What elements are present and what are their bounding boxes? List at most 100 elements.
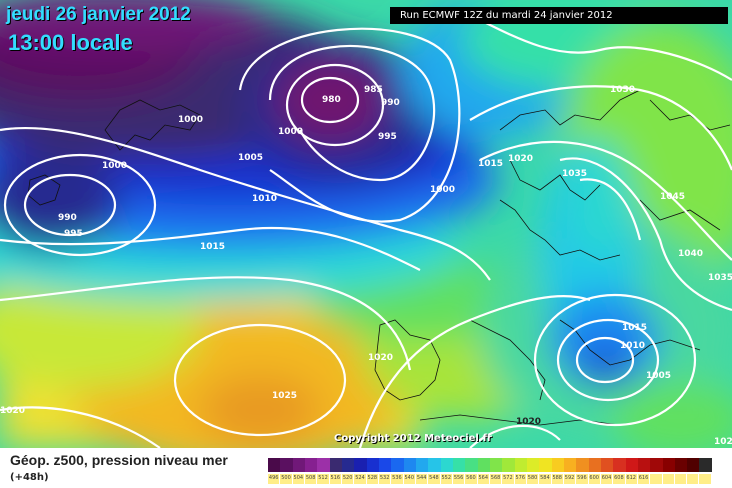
scale-swatch — [465, 458, 478, 472]
scale-label: 536 — [391, 474, 403, 484]
scale-label: 596 — [576, 474, 588, 484]
scale-swatch — [329, 458, 342, 472]
scale-label: 520 — [341, 474, 354, 484]
scale-swatch — [428, 458, 441, 472]
scale-label: 612 — [625, 474, 637, 484]
copyright-notice: Copyright 2012 Meteociel.fr — [334, 433, 492, 444]
pressure-label: 1000 — [430, 185, 455, 195]
color-scale-labels: 496 500 504 508 512 516 520 524 528 532 536 540 544 5… — [268, 474, 712, 484]
pressure-label: 1000 — [178, 115, 203, 125]
scale-swatch — [415, 458, 429, 472]
scale-label: 572 — [502, 474, 514, 484]
scale-label: 580 — [526, 474, 539, 484]
scale-swatch — [452, 458, 466, 472]
scale-label: 500 — [280, 474, 292, 484]
scale-label: 532 — [378, 474, 391, 484]
scale-swatch — [613, 458, 626, 472]
pressure-label: 980 — [322, 95, 341, 105]
scale-swatch — [317, 458, 330, 472]
scale-swatch — [403, 458, 416, 472]
pressure-label: 1005 — [646, 371, 671, 381]
scale-swatch — [514, 458, 527, 472]
coastline-layer — [27, 89, 731, 426]
scale-swatch — [576, 458, 589, 472]
scale-swatch — [563, 458, 577, 472]
scale-label: 508 — [304, 474, 317, 484]
weather-map: 985 990 980 995 1000 1000 1000 1000 1005… — [0, 0, 732, 448]
pressure-label: 1020 — [368, 353, 393, 363]
scale-label — [650, 474, 662, 484]
scale-label: 576 — [514, 474, 526, 484]
scale-swatch — [292, 458, 305, 472]
forecast-time: 13:00 locale — [8, 30, 133, 55]
scale-label: 616 — [637, 474, 650, 484]
scale-label: 600 — [588, 474, 600, 484]
scale-label: 604 — [600, 474, 613, 484]
scale-label: 540 — [403, 474, 415, 484]
pressure-label: 1025 — [272, 391, 297, 401]
scale-label: 548 — [428, 474, 440, 484]
scale-label — [699, 474, 711, 484]
scale-swatch — [662, 458, 675, 472]
pressure-label: 1010 — [620, 341, 645, 351]
scale-label: 504 — [292, 474, 304, 484]
geopotential-field: 985 990 980 995 1000 1000 1000 1000 1005… — [0, 0, 732, 448]
pressure-label: 1015 — [200, 242, 225, 252]
scale-label: 528 — [366, 474, 378, 484]
pressure-label: 1015 — [622, 323, 647, 333]
map-title: Géop. z500, pression niveau mer — [10, 452, 228, 468]
scale-label — [687, 474, 699, 484]
pressure-label: 1030 — [610, 85, 635, 95]
scale-swatch — [489, 458, 503, 472]
forecast-step: (+48h) — [10, 472, 49, 483]
pressure-label: 1020 — [516, 417, 541, 427]
scale-swatch — [341, 458, 355, 472]
pressure-label: 995 — [378, 132, 397, 142]
pressure-labels: 985 990 980 995 1000 1000 1000 1000 1005… — [0, 85, 732, 447]
scale-swatch — [687, 458, 700, 472]
scale-swatch — [378, 458, 392, 472]
scale-swatch — [366, 458, 379, 472]
pressure-label: 1035 — [708, 273, 732, 283]
scale-swatch — [354, 458, 367, 472]
pressure-label: 1005 — [238, 153, 263, 163]
pressure-label: 995 — [64, 229, 83, 239]
scale-label: 544 — [415, 474, 428, 484]
scale-label: 512 — [317, 474, 329, 484]
scale-swatch — [477, 458, 490, 472]
scale-label: 496 — [268, 474, 280, 484]
scale-label: 564 — [477, 474, 489, 484]
scale-swatch — [391, 458, 404, 472]
scale-label: 556 — [452, 474, 465, 484]
pressure-label: 1045 — [660, 192, 685, 202]
pressure-label: 1020 — [508, 154, 533, 164]
scale-swatch — [280, 458, 293, 472]
scale-swatch — [625, 458, 638, 472]
scale-swatch — [440, 458, 453, 472]
pressure-label: 1035 — [562, 169, 587, 179]
pressure-label: 1015 — [478, 159, 503, 169]
isobar-layer — [0, 19, 732, 448]
scale-swatch — [502, 458, 515, 472]
scale-swatch — [551, 458, 564, 472]
pressure-label: 990 — [58, 213, 77, 223]
scale-swatch — [699, 458, 712, 472]
scale-label: 560 — [465, 474, 477, 484]
pressure-label: 1010 — [252, 194, 277, 204]
pressure-label: 985 — [364, 85, 383, 95]
color-scale — [268, 458, 712, 472]
scale-label: 592 — [563, 474, 576, 484]
scale-swatch — [637, 458, 651, 472]
scale-swatch — [588, 458, 601, 472]
forecast-date: jeudi 26 janvier 2012 — [6, 4, 191, 25]
scale-label: 524 — [354, 474, 366, 484]
scale-swatch — [304, 458, 318, 472]
scale-label: 516 — [329, 474, 341, 484]
scale-swatch — [526, 458, 540, 472]
scale-label — [662, 474, 674, 484]
scale-swatch — [650, 458, 663, 472]
run-info: Run ECMWF 12Z du mardi 24 janvier 2012 — [390, 7, 728, 24]
scale-label: 588 — [551, 474, 563, 484]
scale-label: 552 — [440, 474, 452, 484]
scale-swatch — [600, 458, 614, 472]
